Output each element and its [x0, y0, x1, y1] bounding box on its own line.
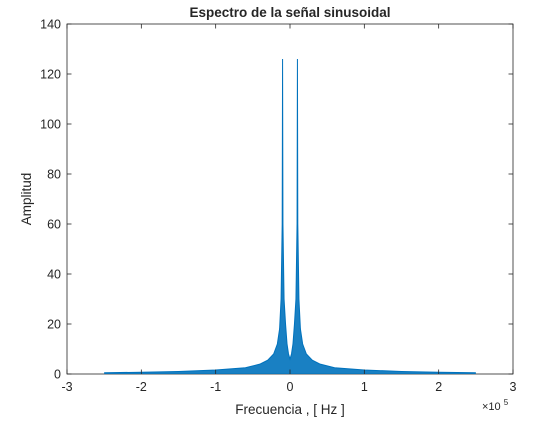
spectrum-line-layer: [104, 58, 476, 374]
y-tick-label: 60: [47, 218, 61, 232]
x-axis-multiplier-base: ×10: [482, 401, 501, 413]
x-axis-multiplier-exponent: 5: [504, 398, 509, 407]
plot-area: [66, 23, 514, 375]
chart-title: Espectro de la señal sinusoidal: [189, 5, 390, 20]
x-axis-label: Frecuencia , [ Hz ]: [235, 402, 345, 417]
tick-layer: -3 -2 -1 0 1 2 3 0 20 40 60 80 100 120 140: [40, 18, 516, 395]
spectrum-series-line: [104, 58, 476, 374]
x-tick-label: -2: [136, 380, 147, 394]
y-tick-label: 80: [47, 168, 61, 182]
x-tick-label: 1: [361, 380, 368, 394]
y-tick-label: 0: [54, 368, 61, 382]
y-tick-label: 140: [40, 18, 61, 32]
x-tick-label: -1: [210, 380, 221, 394]
y-tick-label: 100: [40, 118, 61, 132]
x-tick-label: 0: [287, 380, 294, 394]
y-tick-label: 40: [47, 268, 61, 282]
y-axis-label: Amplitud: [19, 173, 34, 226]
x-tick-label: -3: [61, 380, 72, 394]
y-tick-label: 120: [40, 68, 61, 82]
y-tick-label: 20: [47, 318, 61, 332]
x-axis-multiplier: ×10 5: [482, 398, 509, 413]
x-tick-label: 3: [510, 380, 517, 394]
x-tick-label: 2: [435, 380, 442, 394]
